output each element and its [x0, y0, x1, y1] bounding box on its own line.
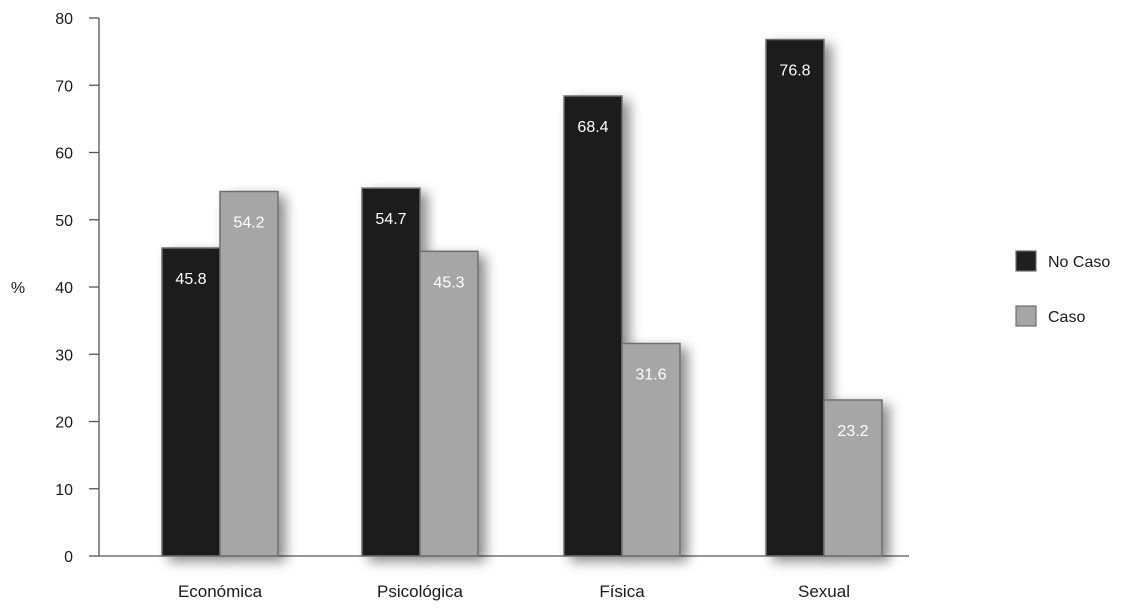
data-label: 54.7 [375, 211, 406, 228]
bar-caso [621, 342, 681, 557]
legend-swatch [1015, 250, 1037, 272]
bar-no-caso [161, 247, 221, 557]
y-tick-label: 0 [64, 549, 73, 566]
y-tick-label: 60 [55, 146, 73, 163]
legend-label: Caso [1048, 309, 1085, 326]
x-category-label: Sexual [798, 582, 850, 601]
legend: No Caso Caso [1015, 250, 1110, 327]
data-labels: 45.8 54.2 54.7 45.3 68.4 31.6 76.8 23.2 [175, 63, 868, 440]
y-tick-label: 50 [55, 213, 73, 230]
data-label: 23.2 [837, 423, 868, 440]
y-tick-label: 30 [55, 347, 73, 364]
data-label: 68.4 [577, 119, 608, 136]
bar-no-caso [563, 95, 623, 557]
bar-no-caso [765, 38, 825, 557]
legend-swatch [1015, 305, 1037, 327]
y-axis-label: % [11, 280, 25, 297]
bar-caso [219, 190, 279, 557]
y-tick-label: 70 [55, 78, 73, 95]
bars [161, 38, 883, 557]
data-label: 76.8 [779, 63, 810, 80]
data-label: 54.2 [233, 215, 264, 232]
y-tick-label: 10 [55, 482, 73, 499]
x-category-label: Psicológica [377, 582, 464, 601]
legend-label: No Caso [1048, 254, 1110, 271]
bar-caso [823, 399, 883, 557]
y-tick-label: 20 [55, 415, 73, 432]
y-tick-label: 40 [55, 280, 73, 297]
y-tick-label: 80 [55, 11, 73, 28]
data-label: 31.6 [635, 366, 666, 383]
bar-no-caso [361, 187, 421, 557]
x-category-label: Física [599, 582, 645, 601]
axes: 0 10 20 30 40 50 60 70 80% Económica Psicológica Fí… [11, 11, 909, 601]
data-label: 45.3 [433, 274, 464, 291]
x-category-label: Económica [178, 582, 263, 601]
bar-caso [419, 250, 479, 557]
data-label: 45.8 [175, 271, 206, 288]
